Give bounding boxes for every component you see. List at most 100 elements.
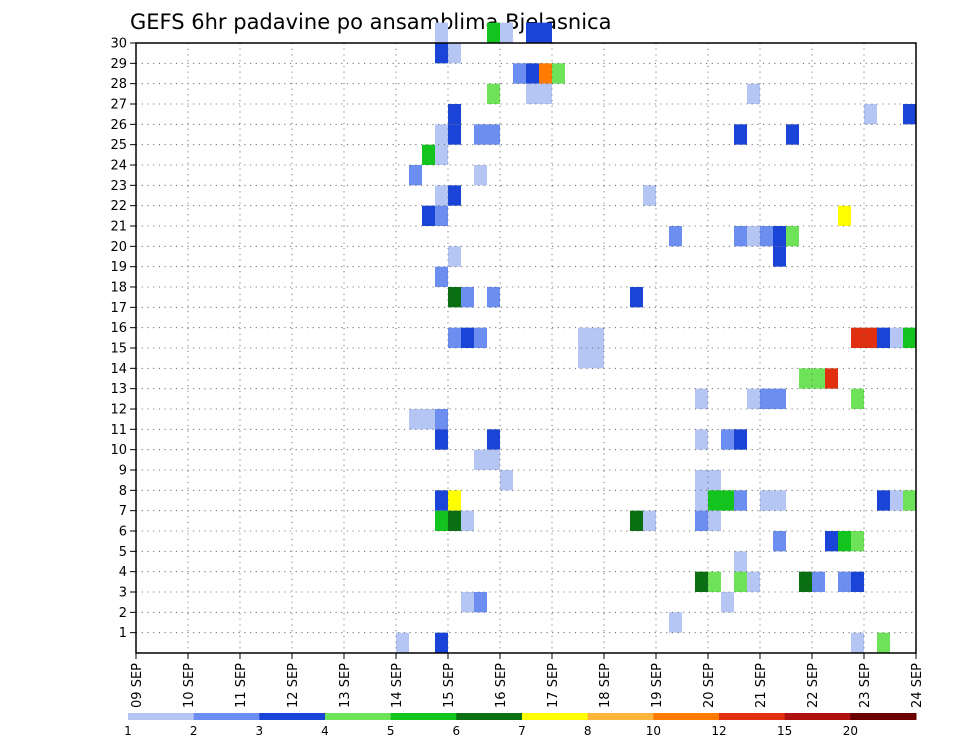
y-tick-label: 21	[110, 220, 127, 235]
heat-cell	[435, 205, 448, 226]
y-tick-label: 26	[110, 118, 127, 133]
heat-cell	[786, 124, 799, 145]
colorbar-label: 15	[777, 724, 792, 738]
colorbar-label: 1	[124, 724, 132, 738]
heat-cell	[708, 470, 721, 491]
y-tick-label: 8	[119, 484, 127, 499]
y-tick-label: 28	[110, 77, 127, 92]
y-tick-label: 9	[119, 464, 127, 479]
colorbar-segment	[587, 713, 654, 720]
y-tick-label: 12	[110, 403, 127, 418]
heat-cell	[786, 226, 799, 247]
y-tick-label: 18	[110, 281, 127, 296]
colorbar-segment	[850, 713, 917, 720]
colorbar-label: 12	[711, 724, 726, 738]
colorbar-label: 3	[256, 724, 264, 738]
y-tick-label: 13	[110, 382, 127, 397]
y-tick-label: 4	[119, 565, 127, 580]
y-tick-label: 29	[110, 57, 127, 72]
heat-cell	[747, 83, 760, 104]
heat-cell	[513, 63, 526, 84]
heat-cell	[591, 327, 604, 348]
x-tick-label: 10 SEP	[182, 663, 197, 708]
heat-cell	[526, 22, 539, 43]
heat-cell	[734, 551, 747, 572]
heat-cell	[630, 510, 643, 531]
heat-cell	[747, 226, 760, 247]
heat-cell	[461, 327, 474, 348]
heat-cell	[487, 287, 500, 308]
heat-cell	[487, 22, 500, 43]
heat-cell	[838, 531, 851, 552]
heat-cell	[695, 470, 708, 491]
y-tick-label: 20	[110, 240, 127, 255]
colorbar-segment	[193, 713, 260, 720]
heat-cell	[877, 327, 890, 348]
x-tick-label: 22 SEP	[806, 663, 821, 708]
x-tick-label: 21 SEP	[754, 663, 769, 708]
y-tick-label: 19	[110, 260, 127, 275]
colorbar-segment	[653, 713, 720, 720]
heat-cell	[773, 246, 786, 267]
x-tick-label: 14 SEP	[390, 663, 405, 708]
y-tick-label: 11	[110, 423, 127, 438]
y-tick-label: 23	[110, 179, 127, 194]
heat-cell	[435, 429, 448, 450]
colorbar-label: 2	[190, 724, 198, 738]
x-axis: 09 SEP 10 SEP 11 SEP 12 SEP 13 SEP 14 SEP 15 S…	[130, 653, 925, 708]
colorbar: 1 2 3 4 5 6 7 8 10 12 15 20	[124, 713, 917, 738]
heat-cell	[474, 592, 487, 613]
heat-cell	[799, 571, 812, 592]
y-tick-label: 25	[110, 138, 127, 153]
heat-cell	[539, 22, 552, 43]
colorbar-label: 10	[646, 724, 661, 738]
heat-cell	[903, 104, 916, 125]
heat-cell	[903, 490, 916, 511]
heat-cell	[500, 22, 513, 43]
colorbar-segment	[325, 713, 392, 720]
heat-cell	[578, 348, 591, 369]
colorbar-segment	[128, 713, 195, 720]
heat-cell	[487, 429, 500, 450]
heat-cell	[461, 287, 474, 308]
heat-cell	[448, 43, 461, 64]
heat-cell	[721, 429, 734, 450]
heat-cell	[760, 226, 773, 247]
heat-cell	[825, 368, 838, 389]
heat-cell	[435, 43, 448, 64]
heat-cell	[578, 327, 591, 348]
heat-cell	[695, 510, 708, 531]
colorbar-label: 20	[843, 724, 858, 738]
heat-cell	[448, 124, 461, 145]
heat-cell	[448, 510, 461, 531]
y-tick-label: 27	[110, 98, 127, 113]
x-tick-label: 12 SEP	[286, 663, 301, 708]
heat-cell	[448, 246, 461, 267]
heat-cell	[422, 409, 435, 430]
heat-cell	[435, 490, 448, 511]
y-tick-label: 1	[119, 626, 127, 641]
heat-cell	[721, 490, 734, 511]
heat-cell	[812, 571, 825, 592]
x-tick-label: 19 SEP	[650, 663, 665, 708]
heat-cell	[474, 449, 487, 470]
x-tick-label: 18 SEP	[598, 663, 613, 708]
heat-cell	[877, 632, 890, 653]
heat-cell	[890, 490, 903, 511]
heat-cell	[474, 124, 487, 145]
y-tick-label: 24	[110, 159, 127, 174]
colorbar-label: 8	[584, 724, 592, 738]
x-tick-label: 17 SEP	[546, 663, 561, 708]
heat-cell	[474, 165, 487, 186]
heat-cell	[773, 226, 786, 247]
heat-cell	[695, 429, 708, 450]
grid-lines	[136, 42, 916, 653]
heat-cell	[539, 83, 552, 104]
heat-cell	[734, 429, 747, 450]
heat-cell	[825, 531, 838, 552]
y-tick-label: 10	[110, 443, 127, 458]
heat-cell	[487, 449, 500, 470]
y-tick-label: 7	[119, 504, 127, 519]
heat-cell	[708, 510, 721, 531]
